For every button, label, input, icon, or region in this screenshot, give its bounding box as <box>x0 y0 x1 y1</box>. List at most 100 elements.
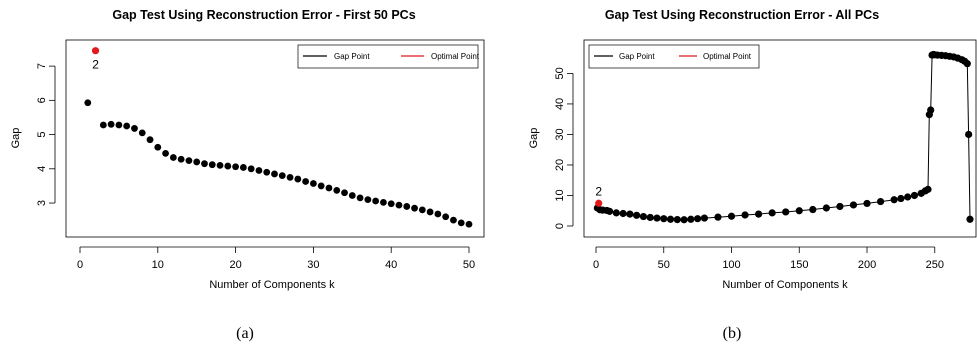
chart-a-data-point <box>107 120 115 128</box>
chart-a-x-tick-label: 30 <box>307 259 319 271</box>
chart-b-y-axis-label: Gap <box>528 128 540 149</box>
chart-a-legend: Gap Point Optimal Point <box>297 44 480 69</box>
chart-b-legend-optimal-label: Optimal Point <box>703 52 752 61</box>
chart-a-data-point <box>457 219 465 227</box>
chart-a-data-point <box>403 203 411 210</box>
chart-a-data-point <box>317 182 325 190</box>
chart-a-data-point <box>99 121 107 129</box>
chart-a-x-tick-label: 10 <box>152 259 164 271</box>
chart-b-y-tick-label: 50 <box>554 67 566 79</box>
chart-a-data-point <box>372 197 380 205</box>
chart-a-data-point <box>442 213 450 221</box>
chart-b-data-point <box>966 215 974 223</box>
chart-b: Gap Test Using Reconstruction Error - Al… <box>528 8 977 291</box>
chart-b-y-tick-label: 10 <box>554 189 566 201</box>
chart-a-data-point <box>84 99 92 107</box>
chart-a-data-point <box>348 192 356 199</box>
chart-a-data-point <box>232 163 240 171</box>
chart-b-data-point <box>605 207 614 215</box>
chart-a-data-point <box>364 196 372 204</box>
chart-a-x-tick-label: 40 <box>385 259 397 271</box>
chart-a-legend-box <box>297 44 479 69</box>
chart-a-data-point <box>294 175 302 183</box>
chart-b-x-tick-label: 50 <box>658 259 670 271</box>
chart-a-data-point <box>325 184 333 192</box>
chart-a-optimal-annotation: 2 <box>92 58 99 72</box>
chart-a-data-point <box>216 161 224 169</box>
chart-a-y-axis: 3 4 5 6 7 <box>36 63 56 206</box>
chart-b-data-point <box>653 214 661 222</box>
chart-b-data-point <box>755 210 763 218</box>
chart-a-data-point <box>263 168 271 176</box>
chart-b-data-point <box>768 209 776 217</box>
chart-b-legend-box <box>588 44 760 69</box>
chart-b-data-point <box>822 204 830 212</box>
chart-b-data-point <box>694 215 702 223</box>
chart-a-data-point <box>115 121 123 129</box>
chart-b-data-point <box>619 209 627 218</box>
chart-b-data-point <box>741 211 749 219</box>
chart-a-y-tick-label: 6 <box>36 97 48 103</box>
chart-b-data-point <box>965 130 973 139</box>
chart-a-y-tick-label: 4 <box>36 166 48 172</box>
chart-a-y-axis-label: Gap <box>10 128 22 149</box>
chart-a-data-point <box>193 158 201 166</box>
chart-b-data-point <box>660 215 668 223</box>
chart-a-points <box>84 47 473 228</box>
chart-b-points <box>593 50 974 224</box>
chart-b-data-point <box>876 197 885 206</box>
chart-a-title: Gap Test Using Reconstruction Error - Fi… <box>112 8 415 22</box>
chart-a-y-tick-label: 3 <box>36 200 48 206</box>
chart-a-data-point <box>247 165 255 173</box>
chart-b-data-point <box>626 210 634 218</box>
chart-b-data-point <box>782 208 790 216</box>
chart-b-data-point <box>680 216 688 224</box>
chart-a-data-point <box>123 122 131 130</box>
chart-a-data-point <box>177 155 185 163</box>
chart-a-data-point <box>271 170 278 178</box>
chart-a-data-point <box>465 220 473 228</box>
chart-a-data-point <box>169 154 177 161</box>
chart-b-data-point <box>646 213 654 222</box>
chart-a-data-point <box>138 129 146 137</box>
caption-b: (b) <box>723 325 742 342</box>
chart-b-optimal-annotation: 2 <box>595 184 602 198</box>
chart-b-x-tick-label: 150 <box>790 259 808 271</box>
chart-b-x-axis: 0 50 100 150 200 250 <box>593 246 944 271</box>
chart-a-data-point <box>302 178 310 185</box>
chart-a-data-point <box>380 198 387 206</box>
chart-b-data-point <box>897 194 905 203</box>
chart-b-y-tick-label: 30 <box>554 128 566 140</box>
chart-a-data-point <box>395 201 403 209</box>
chart-b-x-axis-label: Number of Components k <box>722 279 848 291</box>
chart-a-data-point <box>201 160 208 168</box>
chart-b-frame <box>583 39 977 238</box>
chart-b-y-tick-label: 40 <box>554 98 566 110</box>
chart-b-x-tick-label: 100 <box>722 259 740 271</box>
chart-b-data-point <box>633 211 641 219</box>
chart-a-legend-gap-label: Gap Point <box>334 52 370 61</box>
chart-b-data-point <box>963 60 971 68</box>
chart-b-y-tick-label: 20 <box>554 159 566 171</box>
chart-a-x-axis: 0 10 20 30 40 50 <box>77 246 475 271</box>
chart-a-x-tick-label: 20 <box>229 259 241 271</box>
chart-a-data-point <box>341 189 348 197</box>
chart-a-optimal-point <box>91 47 100 55</box>
chart-a-data-point <box>131 125 138 132</box>
chart-b-x-tick-label: 250 <box>926 259 944 271</box>
chart-b-data-point <box>666 215 675 223</box>
chart-a-data-point <box>310 180 317 187</box>
chart-b-data-point <box>612 209 620 217</box>
chart-b-data-point <box>673 215 681 224</box>
chart-a-x-tick-label: 0 <box>77 259 83 271</box>
chart-b-data-point <box>795 207 803 215</box>
chart-b-x-tick-label: 0 <box>593 259 599 271</box>
chart-a-data-point <box>224 162 232 170</box>
chart-b-data-point <box>714 213 722 221</box>
chart-b-y-tick-label: 0 <box>554 223 566 229</box>
chart-b-optimal-point <box>595 199 603 207</box>
chart-b-data-point <box>863 199 871 208</box>
chart-b-legend: Gap Point Optimal Point <box>588 44 760 69</box>
chart-a-data-point <box>418 206 426 214</box>
